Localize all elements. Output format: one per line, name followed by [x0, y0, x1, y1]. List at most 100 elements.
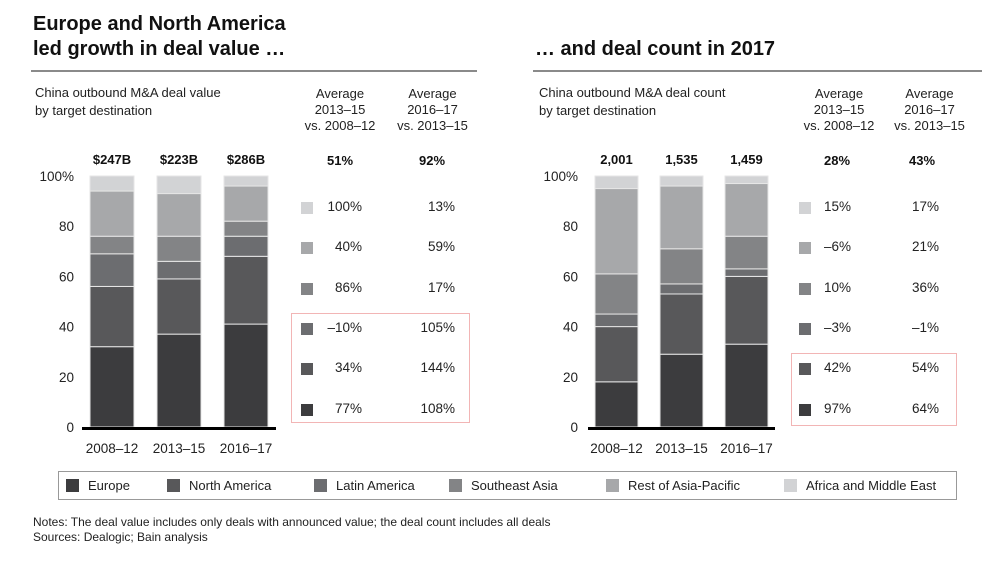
legend-swatch-icon — [167, 479, 180, 492]
right-title: … and deal count in 2017 — [535, 37, 775, 62]
right-title-rule — [533, 70, 982, 72]
growth-col1-value: 86% — [334, 279, 362, 295]
left-subtitle-line-1: China outbound M&A deal value — [35, 85, 221, 100]
swatch-rest-of-asia-pacific-icon — [799, 242, 811, 255]
bar-segment-rest-of-asia-pacific — [156, 193, 202, 237]
y-tick-label: 0 — [66, 420, 74, 435]
y-tick-label: 0 — [570, 420, 578, 435]
bar-segment-europe — [659, 353, 704, 428]
left-col2-header: Average 2016–17 vs. 2013–15 — [385, 86, 480, 134]
growth-col2-value: 59% — [427, 239, 455, 255]
x-tick-label: 2016–17 — [720, 441, 773, 456]
bar-segment-europe — [594, 381, 639, 428]
y-tick-label: 40 — [59, 320, 74, 335]
legend-swatch-icon — [606, 479, 619, 492]
legend-item-latin-america: Latin America — [314, 478, 415, 493]
bar-segment-southeast-asia — [156, 235, 202, 262]
right-stacked-bar-chart: 0 20 40 60 80 100% 2,001 2008–12 1,535 2013–15 1,4… — [543, 152, 775, 456]
right-subtitle-line-2: by target destination — [539, 103, 657, 118]
bar-segment-north-america — [724, 275, 769, 345]
y-tick-label: 100% — [39, 169, 74, 184]
right-title-line-1: … and deal count in 2017 — [535, 38, 776, 60]
header-line: vs. 2008–12 — [803, 118, 875, 133]
y-tick-label: 80 — [563, 219, 578, 234]
growth-col1-value: 97% — [824, 400, 852, 416]
right-col1-total: 28% — [823, 153, 851, 168]
growth-col2-value: 17% — [912, 199, 940, 214]
x-tick-label: 2013–15 — [153, 441, 206, 456]
bar-segment-southeast-asia — [724, 235, 769, 270]
legend-swatch-icon — [66, 479, 79, 492]
legend-label: Europe — [88, 478, 130, 493]
bar-segment-rest-of-asia-pacific — [659, 185, 704, 250]
left-subtitle: China outbound M&A deal value by target … — [35, 84, 221, 120]
growth-col1-value: 10% — [824, 279, 852, 295]
bar-segment-europe — [89, 346, 135, 428]
growth-col2-value: 21% — [912, 239, 940, 255]
bar-segment-rest-of-asia-pacific — [89, 190, 135, 237]
bar-total-label: 1,459 — [730, 152, 763, 167]
header-line: 2013–15 — [314, 102, 366, 117]
growth-col1-value: 34% — [334, 360, 362, 376]
bar-segment-rest-of-asia-pacific — [724, 183, 769, 237]
legend-label: Latin America — [336, 478, 415, 493]
swatch-north-america-icon — [301, 363, 313, 376]
growth-col1-value: –3% — [824, 319, 852, 335]
legend-swatch-icon — [314, 479, 327, 492]
header-line: 2016–17 — [407, 102, 458, 117]
swatch-africa-and-middle-east-icon — [799, 202, 811, 214]
header-line: vs. 2008–12 — [304, 118, 376, 133]
left-col1-header: Average 2013–15 vs. 2008–12 — [295, 86, 385, 134]
growth-col2-value: 105% — [420, 319, 455, 335]
left-stacked-bar-chart: 0 20 40 60 80 100% $247B 2008–12 $223B 2013–15 $28… — [39, 152, 276, 456]
bar-segment-north-america — [223, 255, 269, 325]
bar-segment-latin-america — [89, 253, 135, 287]
right-highlight-box — [791, 353, 957, 426]
left-subtitle-line-2: by target destination — [35, 103, 153, 118]
growth-col2-value: –1% — [912, 319, 940, 335]
bar-segment-africa-and-middle-east — [659, 175, 704, 187]
bar-segment-africa-and-middle-east — [156, 175, 202, 195]
legend-label: Southeast Asia — [471, 478, 558, 493]
growth-col1-value: 40% — [334, 239, 362, 255]
growth-col1-value: 15% — [824, 199, 852, 214]
left-title-line-2: led growth in deal value … — [33, 38, 286, 60]
bar-segment-africa-and-middle-east — [89, 175, 135, 192]
bar-segment-europe — [156, 333, 202, 428]
growth-col1-value: 77% — [334, 400, 362, 416]
y-tick-label: 20 — [563, 370, 578, 385]
x-tick-label: 2013–15 — [655, 441, 708, 456]
bar-segment-latin-america — [724, 268, 769, 277]
swatch-southeast-asia-icon — [799, 282, 811, 295]
bar-segment-rest-of-asia-pacific — [594, 188, 639, 275]
growth-col2-value: 54% — [912, 360, 940, 376]
swatch-latin-america-icon — [301, 322, 313, 335]
swatch-rest-of-asia-pacific-icon — [301, 242, 313, 255]
y-tick-label: 60 — [59, 269, 74, 284]
legend-item-north-america: North America — [167, 478, 271, 493]
legend-item-africa-and-middle-east: Africa and Middle East — [784, 478, 936, 493]
swatch-europe-icon — [799, 403, 811, 416]
left-title-rule — [31, 70, 477, 72]
left-col2-total: 92% — [418, 153, 446, 168]
growth-col1-value: 42% — [824, 360, 852, 376]
header-line: 2013–15 — [813, 102, 865, 117]
y-tick-label: 40 — [563, 320, 578, 335]
legend-item-southeast-asia: Southeast Asia — [449, 478, 558, 493]
bar-total-label: $247B — [93, 152, 131, 167]
swatch-north-america-icon — [799, 363, 811, 376]
bar-segment-north-america — [594, 326, 639, 383]
bar-segment-africa-and-middle-east — [594, 175, 639, 190]
bar-total-label: $223B — [160, 152, 198, 167]
header-line: Average — [905, 86, 954, 101]
growth-col2-value: 108% — [420, 400, 455, 416]
legend-swatch-icon — [784, 479, 797, 492]
header-line: Average — [408, 86, 457, 101]
header-line: 2016–17 — [904, 102, 955, 117]
bar-segment-latin-america — [156, 260, 202, 280]
legend-label: Rest of Asia-Pacific — [628, 478, 740, 493]
bar-segment-africa-and-middle-east — [223, 175, 269, 187]
left-title-line-1: Europe and North America — [33, 13, 286, 35]
x-tick-label: 2008–12 — [590, 441, 643, 456]
y-tick-label: 100% — [543, 169, 578, 184]
